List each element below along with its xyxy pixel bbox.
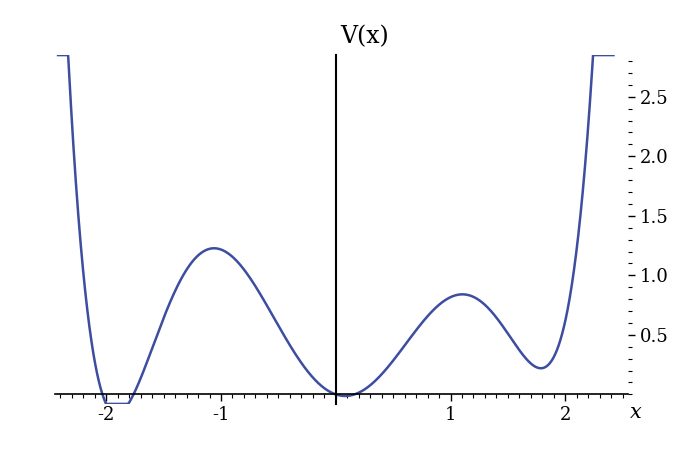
Text: x: x [630,403,641,422]
Text: V(x): V(x) [340,25,389,48]
